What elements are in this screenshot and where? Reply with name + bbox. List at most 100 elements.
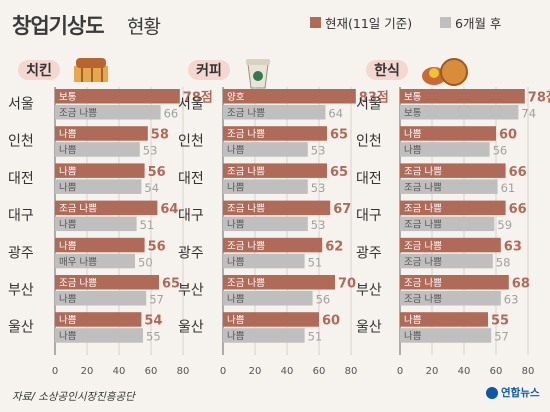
bar-current [55,275,159,290]
panel-title: 한식 [374,63,400,79]
bar-current-grade: 조금 나쁨 [227,129,265,140]
bar-future-value: 64 [328,107,343,121]
bar-current-grade: 나쁨 [59,241,77,252]
y-category-label: 대전 [178,171,204,187]
bar-current [400,200,506,216]
bar-current [55,312,142,327]
bar-future-grade: 나쁨 [59,145,77,156]
bar-future-grade: 나쁨 [227,331,245,342]
bar-current-value: 68 [512,277,530,292]
y-category-label: 대전 [356,171,382,187]
coffee-lid-shape [246,59,270,65]
bar-current-value: 54 [144,314,162,329]
bar-current [55,237,145,253]
bar-future [55,142,140,157]
bar-current [223,126,327,141]
x-tick-label: 0 [220,366,226,377]
bar-current-value: 64 [160,202,178,217]
x-tick-label: 80 [177,366,190,377]
y-category-label: 광주 [178,245,204,261]
bar-current [223,163,327,178]
x-tick-label: 40 [113,366,126,377]
bar-future [223,179,308,194]
y-category-label: 인천 [8,134,34,150]
panel-title: 치킨 [26,62,52,79]
bar-future [400,291,501,306]
bar-future-value: 53 [143,144,158,158]
chicken-icon [74,58,108,82]
y-category-label: 울산 [356,320,382,336]
bar-current [223,89,356,104]
bar-future-grade: 조금 나쁨 [404,182,442,193]
chart-panel-2: 한식020406080서울보통78점보통74인천나쁨60나쁨56대전조금 나쁨6… [356,58,550,377]
globe-icon [486,386,498,399]
y-category-label: 부산 [356,283,382,299]
bar-current [400,89,525,104]
chart-title: 창업기상도 [12,14,105,38]
bar-future [55,216,137,232]
bar-future-value: 53 [311,144,326,158]
bar-future-value: 51 [308,255,323,269]
korean-food-icon [422,58,468,86]
bar-future-value: 57 [494,330,509,344]
bar-future-grade: 나쁨 [404,331,422,342]
x-tick-label: 40 [281,366,294,377]
legend-current: 현재(11일 기준) [310,13,412,32]
bar-future-value: 53 [311,181,326,195]
bar-current-grade: 나쁨 [404,315,422,326]
legend-future: 6개월 후 [440,13,501,32]
y-category-label: 울산 [178,320,204,336]
bar-future-value: 66 [164,107,179,121]
y-category-label: 광주 [8,245,34,261]
bar-future-grade: 나쁨 [227,145,245,156]
coffee-icon [246,59,270,89]
y-category-label: 대구 [178,208,204,224]
bar-future [400,142,490,157]
bar-current-grade: 보통 [59,92,77,103]
x-tick-label: 60 [145,366,158,377]
bar-future [223,253,305,269]
bar-future-grade: 나쁨 [227,182,245,193]
chicken-box-shape [74,66,108,82]
x-tick-label: 80 [522,366,535,377]
bar-current-grade: 조금 나쁨 [404,166,442,177]
bar-future-value: 58 [496,255,511,269]
bar-current-value: 66 [509,165,527,180]
bar-current [55,89,180,104]
bar-future [55,253,135,269]
bar-future [55,291,147,306]
bar-current-grade: 양호 [227,92,245,103]
bar-future-value: 61 [501,181,516,195]
x-tick-label: 20 [426,366,439,377]
bar-future [223,328,305,343]
bar-future-grade: 나쁨 [59,220,77,231]
bar-current-value: 78점 [183,91,213,106]
bar-future [55,105,161,120]
bar-current-value: 55 [491,314,509,329]
bar-future-grade: 매우 나쁨 [59,257,97,268]
bar-future-grade: 조금 나쁨 [404,294,442,305]
bar-future-value: 51 [308,330,323,344]
legend-future-swatch [440,17,451,28]
bar-current [55,126,148,141]
panel-title-pill [366,60,408,80]
bar-future-grade: 조금 나쁨 [59,108,97,119]
bar-future [400,105,519,120]
bar-current [400,237,501,253]
bar-current-grade: 조금 나쁨 [227,204,265,215]
bar-current-value: 65 [162,277,180,292]
bar-future-value: 59 [497,218,512,232]
bar-future-value: 57 [149,293,164,307]
bar-current [55,200,158,216]
bar-current-value: 56 [148,165,166,180]
y-category-label: 부산 [178,283,204,299]
bar-current-grade: 조금 나쁨 [404,204,442,215]
bar-current-grade: 나쁨 [59,315,77,326]
y-category-label: 서울 [356,97,382,113]
y-category-label: 울산 [8,320,34,336]
bar-current-grade: 나쁨 [59,129,77,140]
